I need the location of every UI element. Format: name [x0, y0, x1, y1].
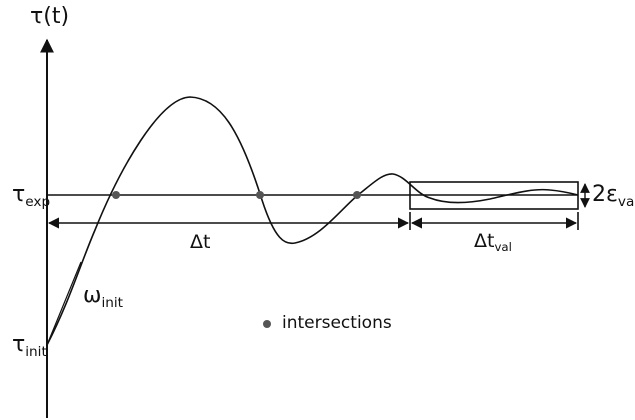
legend-label: intersections	[282, 313, 392, 333]
intersection-point	[112, 191, 120, 199]
validation-window	[409, 181, 579, 210]
y-axis-label: τ(t)	[30, 4, 70, 29]
delta-t-val-label: Δtval	[474, 230, 512, 255]
delta-t-label: Δt	[190, 231, 211, 253]
omega-init-label: ωinit	[83, 283, 123, 311]
intersection-point	[353, 191, 361, 199]
legend-marker	[263, 320, 271, 328]
tau-init-label: τinit	[12, 332, 47, 360]
intersection-point	[256, 191, 264, 199]
tau-exp-label: τexp	[12, 182, 51, 210]
response-curve	[46, 96, 579, 346]
initial-slope-tangent	[46, 261, 82, 346]
two-eps-val-label: 2εval	[592, 182, 635, 210]
